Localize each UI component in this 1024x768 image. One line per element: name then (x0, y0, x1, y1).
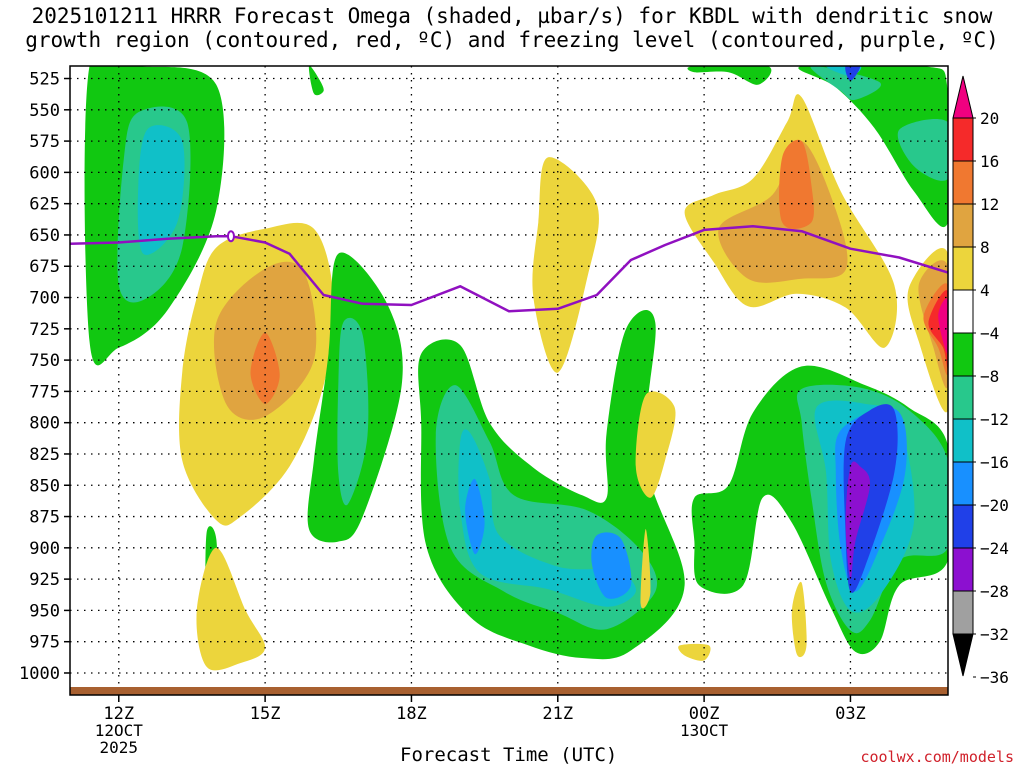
colorbar-label: −8 (980, 367, 999, 386)
x-tick-label: 03Z (835, 704, 866, 724)
y-tick-label: 1000 (19, 664, 60, 684)
colorbar-swatch (952, 375, 974, 420)
colorbar-label: −12 (980, 410, 1009, 429)
y-tick-label: 575 (29, 132, 60, 152)
y-tick-label: 975 (29, 633, 60, 653)
y-tick-label: 800 (29, 414, 60, 434)
omega-region (137, 125, 185, 255)
colorbar-label: −16 (980, 453, 1009, 472)
y-tick-label: 950 (29, 601, 60, 621)
colorbar-label: −28 (980, 582, 1009, 601)
date-label: 12OCT (95, 721, 144, 740)
colorbar-label: −20 (980, 496, 1009, 515)
colorbar-label: 8 (980, 238, 990, 257)
colorbar-label: 4 (980, 281, 990, 300)
colorbar-swatch (952, 289, 974, 334)
colorbar-swatch (952, 504, 974, 549)
watermark-text: coolwx.com/models (860, 748, 1014, 766)
omega-region (845, 461, 871, 580)
colorbar-swatch (952, 160, 974, 205)
colorbar-label: 12 (980, 195, 999, 214)
freezing-level-contour (70, 224, 948, 313)
omega-region (779, 139, 814, 229)
freezing-level-marker (226, 230, 235, 243)
y-tick-label: 525 (29, 70, 60, 90)
colorbar-label: −36 (980, 668, 1009, 687)
omega-region (687, 66, 772, 85)
y-tick-label: 850 (29, 476, 60, 496)
omega-region (465, 478, 485, 555)
x-tick-label: 12Z (103, 704, 134, 724)
y-tick-label: 775 (29, 382, 60, 402)
omega-region (458, 429, 637, 607)
y-tick-label: 550 (29, 101, 60, 121)
omega-region (591, 532, 632, 599)
x-tick-label: 21Z (542, 704, 573, 724)
colorbar-bottom-arrow (952, 633, 974, 677)
colorbar-swatch (952, 246, 974, 291)
y-tick-label: 600 (29, 163, 60, 183)
colorbar-label: 20 (980, 109, 999, 128)
omega-shading (84, 66, 948, 671)
y-tick-label: 650 (29, 226, 60, 246)
y-tick-label: 925 (29, 570, 60, 590)
y-tick-label: 675 (29, 257, 60, 277)
omega-region (337, 317, 369, 506)
colorbar: 20 16 12 8 4 −4 −8 −12 −16 −20 −24 −28 −32 −36 (952, 75, 1009, 687)
x-axis-label: Forecast Time (UTC) (400, 744, 618, 766)
x-tick-label: 00Z (689, 704, 720, 724)
x-tick-label: 15Z (250, 704, 281, 724)
colorbar-top-arrow (952, 75, 974, 119)
y-tick-label: 825 (29, 445, 60, 465)
omega-region (791, 581, 807, 658)
plot-frame (69, 65, 949, 696)
y-tick-label: 700 (29, 289, 60, 309)
colorbar-label: −32 (980, 625, 1009, 644)
ground-bar (70, 687, 948, 695)
date-label: 2025 (100, 738, 139, 757)
chart-title: 2025101211 HRRR Forecast Omega (shaded, … (25, 4, 999, 52)
omega-region (678, 643, 711, 661)
omega-region (810, 66, 882, 101)
colorbar-swatch (952, 590, 974, 635)
freezing-level-line (70, 224, 948, 313)
omega-region (640, 529, 651, 609)
colorbar-label: −4 (980, 324, 999, 343)
omega-region (938, 298, 948, 354)
y-axis-ticks: 525 550 575 600 625 650 675 700 725 750 775 800 825 8… (19, 70, 70, 684)
colorbar-swatch (952, 117, 974, 162)
colorbar-swatch (952, 332, 974, 377)
omega-region (308, 66, 324, 96)
colorbar-swatch (952, 461, 974, 506)
y-tick-label: 725 (29, 320, 60, 340)
date-label: 13OCT (680, 721, 729, 740)
omega-region (845, 66, 861, 81)
omega-region (532, 157, 599, 373)
colorbar-swatch (952, 418, 974, 463)
y-tick-label: 875 (29, 508, 60, 528)
omega-region (635, 391, 676, 498)
colorbar-swatch (952, 547, 974, 592)
omega-region (897, 119, 948, 181)
x-tick-label: 18Z (396, 704, 427, 724)
y-tick-label: 900 (29, 539, 60, 559)
omega-region (196, 547, 266, 671)
colorbar-swatch (952, 203, 974, 248)
omega-region (843, 404, 898, 593)
y-tick-label: 750 (29, 351, 60, 371)
colorbar-label: −24 (980, 539, 1009, 558)
grid (70, 66, 948, 688)
y-tick-label: 625 (29, 195, 60, 215)
omega-region (798, 66, 948, 227)
colorbar-label: 16 (980, 152, 999, 171)
